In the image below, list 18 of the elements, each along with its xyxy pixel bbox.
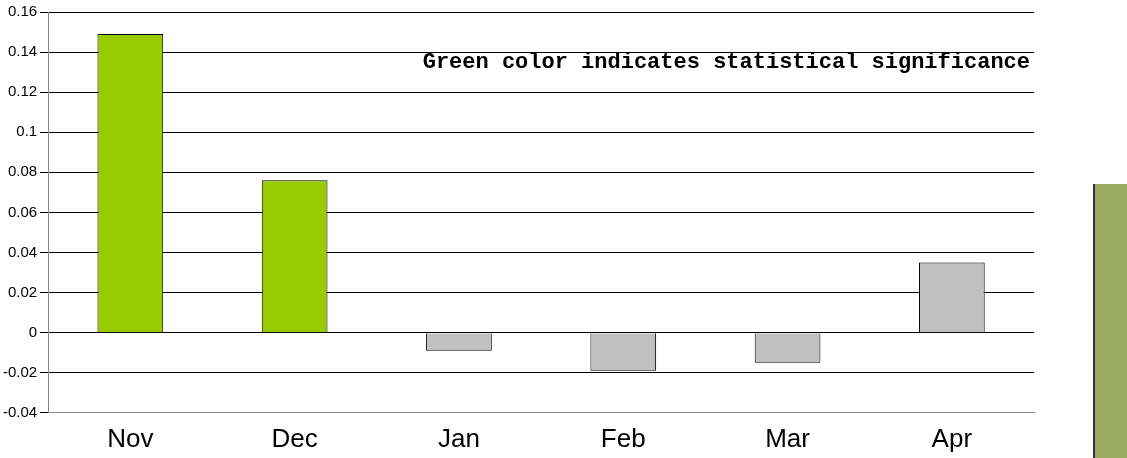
y-tick-label: -0.04: [2, 402, 38, 420]
y-tick-label: 0.06: [7, 202, 38, 220]
annotation: Green color indicates statistical significance: [422, 49, 1030, 75]
y-tick-label: 0.16: [7, 2, 38, 20]
y-tick-label: 0: [28, 322, 38, 340]
y-tick-label: 0.02: [7, 282, 38, 300]
x-tick-label: Jan: [437, 422, 480, 453]
y-tick-label: 0.04: [7, 242, 38, 260]
y-tick-label: -0.02: [2, 362, 38, 380]
y-tick-label: 0.1: [16, 122, 38, 140]
x-tick-label: Apr: [931, 422, 973, 453]
y-tick-label: 0.14: [7, 42, 38, 60]
x-tick-label: Feb: [600, 422, 646, 453]
x-tick-label: Dec: [271, 422, 318, 453]
x-tick-label: Nov: [107, 422, 154, 453]
y-tick-label: 0.08: [7, 162, 38, 180]
y-tick-label: 0.12: [7, 82, 38, 100]
x-tick-label: Mar: [765, 422, 811, 453]
